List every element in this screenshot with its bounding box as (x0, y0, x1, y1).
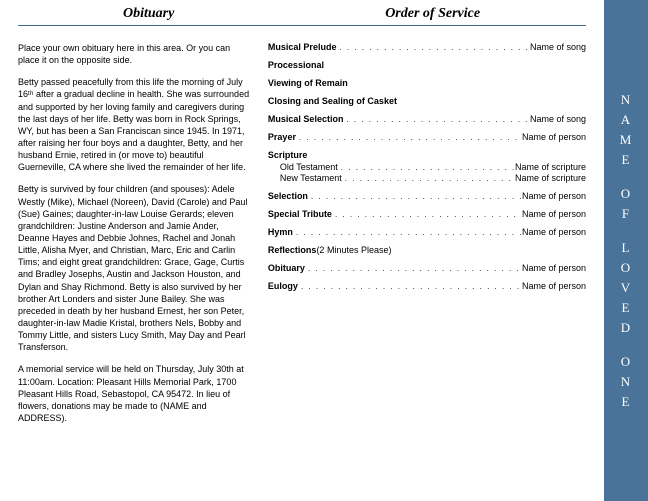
column-headers: Obituary Order of Service (18, 6, 586, 22)
service-label: Reflections (268, 245, 317, 255)
banner-letter: E (622, 394, 631, 410)
service-label: Scripture (268, 150, 308, 160)
service-row: Viewing of Remain (268, 78, 586, 88)
obituary-paragraph: Betty passed peacefully from this life t… (18, 76, 250, 173)
banner-letter: F (622, 206, 630, 222)
service-row: Obituary. . . . . . . . . . . . . . . . … (268, 263, 586, 273)
banner-letter: E (622, 152, 631, 168)
service-label: Closing and Sealing of Casket (268, 96, 397, 106)
service-value: Name of scripture (515, 162, 586, 172)
service-row: Processional (268, 60, 586, 70)
banner-letter: O (621, 186, 631, 202)
obituary-paragraph: Betty is survived by four children (and … (18, 183, 250, 353)
service-label: Special Tribute (268, 209, 332, 219)
dot-leader: . . . . . . . . . . . . . . . . . . . . … (305, 264, 522, 273)
service-value: Name of person (522, 227, 586, 237)
order-column: Musical Prelude. . . . . . . . . . . . .… (268, 42, 586, 491)
service-label: Eulogy (268, 281, 298, 291)
service-label: Selection (268, 191, 308, 201)
banner-letter: V (621, 280, 631, 296)
service-row: Musical Prelude. . . . . . . . . . . . .… (268, 42, 586, 52)
banner-letter: O (621, 354, 631, 370)
service-sub-group: Old Testament. . . . . . . . . . . . . .… (268, 162, 586, 183)
banner-letter: O (621, 260, 631, 276)
service-label: Hymn (268, 227, 293, 237)
dot-leader: . . . . . . . . . . . . . . . . . . . . … (332, 210, 522, 219)
banner-letter: N (621, 374, 631, 390)
divider-line (18, 25, 586, 26)
service-row: Hymn. . . . . . . . . . . . . . . . . . … (268, 227, 586, 237)
banner-letter: A (621, 112, 631, 128)
service-label: Obituary (268, 263, 305, 273)
service-label: Processional (268, 60, 324, 70)
service-value: Name of person (522, 209, 586, 219)
order-heading: Order of Service (279, 6, 586, 22)
content-area: Obituary Order of Service Place your own… (0, 0, 604, 501)
service-sub-row: New Testament. . . . . . . . . . . . . .… (268, 173, 586, 183)
dot-leader: . . . . . . . . . . . . . . . . . . . . … (293, 228, 522, 237)
service-row: Special Tribute. . . . . . . . . . . . .… (268, 209, 586, 219)
banner-letter: N (621, 92, 631, 108)
service-value: Name of person (522, 263, 586, 273)
dot-leader: . . . . . . . . . . . . . . . . . . . . … (338, 163, 515, 172)
service-row: Selection. . . . . . . . . . . . . . . .… (268, 191, 586, 201)
service-value: Name of song (530, 42, 586, 52)
service-row: Prayer. . . . . . . . . . . . . . . . . … (268, 132, 586, 142)
obituary-column: Place your own obituary here in this are… (18, 42, 250, 491)
banner-letter: E (622, 300, 631, 316)
service-row: Reflections (2 Minutes Please) (268, 245, 586, 255)
service-label: Musical Prelude (268, 42, 337, 52)
service-value: Name of person (522, 281, 586, 291)
banner-letter: M (620, 132, 633, 148)
service-row: Musical Selection. . . . . . . . . . . .… (268, 114, 586, 124)
dot-leader: . . . . . . . . . . . . . . . . . . . . … (343, 115, 530, 124)
service-sub-label: New Testament (268, 173, 342, 183)
service-note: (2 Minutes Please) (316, 245, 391, 255)
banner-letter: L (622, 240, 631, 256)
side-banner: NAMEOFLOVEDONE (604, 0, 648, 501)
service-label: Prayer (268, 132, 296, 142)
service-sub-label: Old Testament (268, 162, 338, 172)
dot-leader: . . . . . . . . . . . . . . . . . . . . … (308, 192, 522, 201)
service-row: Closing and Sealing of Casket (268, 96, 586, 106)
service-value: Name of person (522, 191, 586, 201)
service-row: Scripture (268, 150, 586, 160)
service-row: Eulogy. . . . . . . . . . . . . . . . . … (268, 281, 586, 291)
dot-leader: . . . . . . . . . . . . . . . . . . . . … (342, 174, 515, 183)
obituary-paragraph: Place your own obituary here in this are… (18, 42, 250, 66)
service-value: Name of person (522, 132, 586, 142)
dot-leader: . . . . . . . . . . . . . . . . . . . . … (298, 282, 522, 291)
dot-leader: . . . . . . . . . . . . . . . . . . . . … (296, 133, 522, 142)
obituary-heading: Obituary (18, 6, 279, 22)
service-label: Musical Selection (268, 114, 344, 124)
obituary-paragraph: A memorial service will be held on Thurs… (18, 363, 250, 424)
service-value: Name of scripture (515, 173, 586, 183)
service-value: Name of song (530, 114, 586, 124)
dot-leader: . . . . . . . . . . . . . . . . . . . . … (336, 43, 530, 52)
banner-letter: D (621, 320, 631, 336)
columns: Place your own obituary here in this are… (18, 42, 586, 491)
service-sub-row: Old Testament. . . . . . . . . . . . . .… (268, 162, 586, 172)
service-label: Viewing of Remain (268, 78, 348, 88)
